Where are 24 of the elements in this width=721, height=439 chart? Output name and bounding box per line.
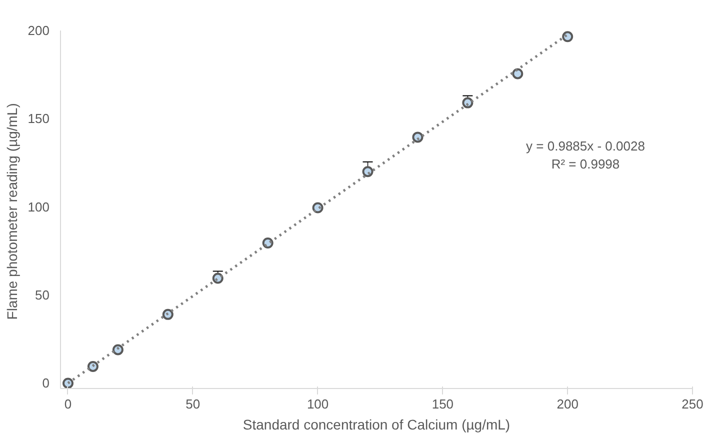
- x-tick-label: 50: [186, 396, 200, 412]
- y-tick-label: 100: [28, 199, 50, 214]
- point: [112, 344, 124, 356]
- y-tick-label: 200: [28, 23, 50, 38]
- point: [362, 166, 374, 178]
- y-tick-label: 0: [42, 376, 50, 391]
- annotation: R² = 0.9998: [551, 156, 620, 172]
- y-tick-label: 150: [28, 111, 50, 126]
- point: [412, 132, 424, 143]
- point: [162, 308, 174, 320]
- x-tick-label: 150: [432, 396, 454, 412]
- point: [562, 31, 574, 42]
- point: [87, 360, 98, 372]
- x-tick-label: 100: [306, 396, 329, 412]
- y-tick-label: 50: [35, 288, 50, 303]
- x-tick-label: 250: [682, 396, 704, 412]
- point: [462, 97, 474, 108]
- x-tick-label: 200: [556, 396, 578, 412]
- point: [512, 68, 524, 80]
- point: [62, 378, 74, 388]
- x-axis-title: Standard concentration of Calcium (µg/mL): [242, 416, 510, 432]
- annotation: y = 0.9885x - 0.0028: [526, 138, 645, 154]
- x-tick-label: 0: [64, 396, 72, 412]
- y-axis-title: Flame photometer reading (µg/mL): [4, 103, 20, 320]
